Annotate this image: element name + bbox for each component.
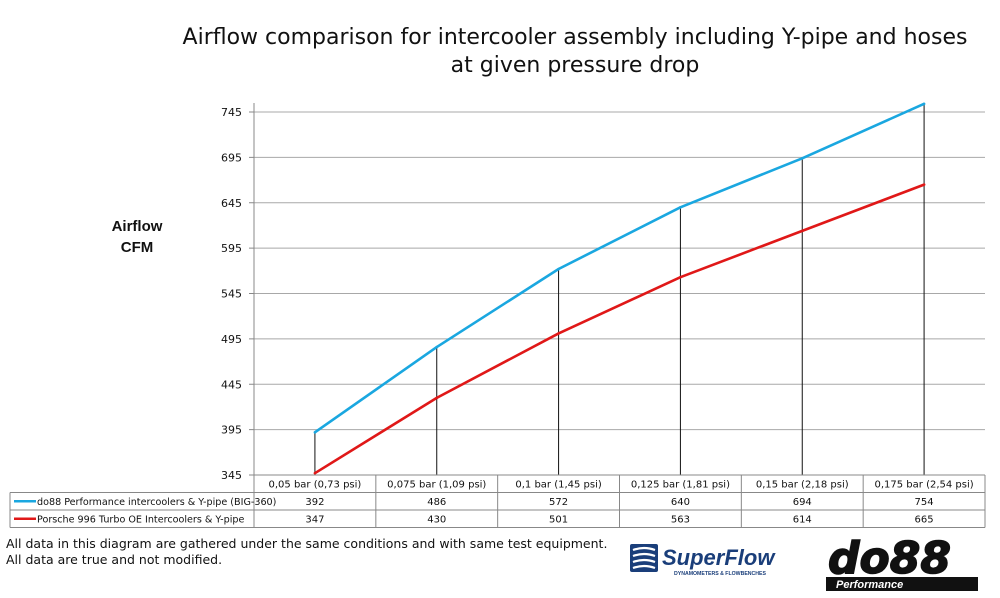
data-point [800, 229, 804, 233]
data-point [679, 275, 682, 279]
y-axis-label: Airflow CFM [102, 216, 172, 258]
series-line-1 [314, 102, 925, 434]
do88-subtext: Performance [836, 579, 903, 591]
data-point [435, 396, 439, 400]
data-point [313, 471, 317, 475]
y-tick-label: 645 [221, 197, 242, 210]
superflow-wordmark: SuperFlow [662, 545, 776, 570]
data-table: 0,05 bar (0,73 psi) 0,075 bar (1,09 psi) 0… [9, 474, 986, 528]
x-tick-label: 0,075 bar (1,09 psi) [387, 480, 486, 491]
drop-lines [314, 103, 925, 475]
table-cell-value: 392 [305, 497, 324, 508]
data-point [313, 431, 317, 434]
y-tick-label: 595 [221, 242, 242, 255]
table-cell-value: 694 [793, 497, 812, 508]
legend-label: do88 Performance intercoolers & Y-pipe (… [37, 497, 276, 508]
table-cell-value: 430 [427, 515, 446, 526]
x-tick-label: 0,125 bar (1,81 psi) [631, 480, 730, 491]
superflow-logo: SuperFlow DYNAMOMETERS & FLOWBENCHES [630, 544, 776, 577]
table-cell-value: 486 [427, 497, 446, 508]
data-point [557, 332, 560, 335]
data-point [435, 345, 439, 349]
data-point [922, 183, 926, 186]
y-tick-label: 445 [221, 378, 242, 391]
y-tick-label: 345 [221, 469, 242, 482]
y-tick-label: 495 [221, 333, 242, 346]
table-cell-value: 347 [305, 515, 324, 526]
table-cell-value: 563 [671, 515, 690, 526]
gridlines [249, 103, 985, 476]
data-point [800, 156, 804, 160]
footnote-line-1: All data in this diagram are gathered un… [6, 536, 608, 551]
legend-label: Porsche 996 Turbo OE Intercoolers & Y-pi… [37, 515, 244, 526]
data-point [557, 267, 560, 271]
footnote: All data in this diagram are gathered un… [6, 536, 607, 568]
table-cell-value: 572 [549, 497, 568, 508]
chart-area: 345 395 445 495 545 595 645 695 745 0,05 bar (0,… [9, 102, 986, 528]
y-axis-label-line2: CFM [120, 239, 154, 256]
y-tick-label: 745 [221, 106, 242, 119]
footnote-line-2: All data are true and not modified. [6, 552, 223, 567]
y-tick-label: 395 [221, 424, 242, 437]
y-tick-label: 695 [221, 151, 242, 164]
superflow-emblem-icon [630, 544, 658, 572]
chart-title: Airflow comparison for intercooler assem… [182, 25, 968, 78]
y-tick-label: 545 [221, 288, 242, 301]
x-tick-label: 0,175 bar (2,54 psi) [875, 480, 974, 491]
table-cell-value: 640 [671, 497, 690, 508]
do88-wordmark: do88 [828, 533, 951, 584]
data-point [922, 102, 926, 106]
table-cell-value: 614 [793, 515, 812, 526]
superflow-tagline: DYNAMOMETERS & FLOWBENCHES [674, 571, 766, 577]
table-cell-value: 665 [915, 515, 934, 526]
do88-logo: do88 Performance [826, 533, 978, 591]
table-cell-value: 501 [549, 515, 568, 526]
series-line-2 [314, 183, 925, 475]
series-lines [313, 102, 926, 475]
do88-banner [826, 577, 978, 591]
y-tick-labels: 345 395 445 495 545 595 645 695 745 [221, 106, 242, 482]
data-point [679, 205, 682, 209]
x-tick-label: 0,1 bar (1,45 psi) [515, 480, 602, 491]
y-axis-label-line1: Airflow [111, 218, 163, 235]
table-cell-value: 754 [915, 497, 934, 508]
x-tick-label: 0,05 bar (0,73 psi) [269, 480, 362, 491]
x-tick-label: 0,15 bar (2,18 psi) [756, 480, 849, 491]
